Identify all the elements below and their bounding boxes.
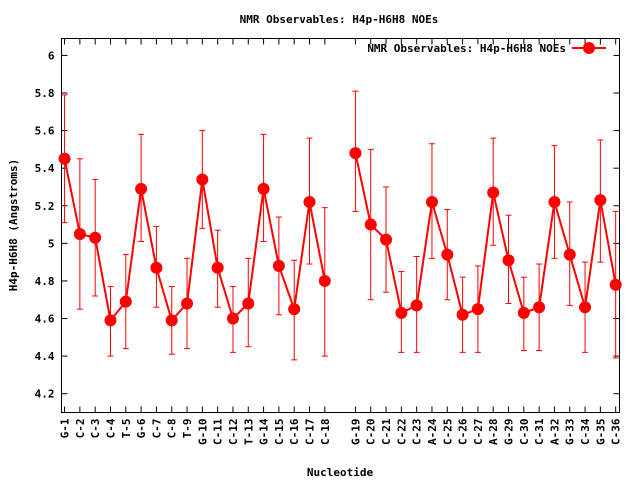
data-point — [441, 248, 454, 261]
data-point — [471, 303, 484, 316]
y-tick-label: 5.4 — [35, 162, 55, 175]
data-point — [119, 295, 132, 308]
x-tick-label: C-4 — [104, 418, 117, 438]
y-axis-label: H4p-H6H8 (Angstroms) — [7, 159, 20, 291]
x-tick-label: C-7 — [150, 419, 163, 439]
data-point — [533, 301, 546, 314]
x-tick-label: C-22 — [395, 419, 408, 446]
data-point — [257, 182, 270, 195]
x-tick-label: T-9 — [181, 419, 194, 439]
data-point — [272, 259, 285, 272]
x-tick-label: C-30 — [518, 419, 531, 446]
x-tick-label: A-24 — [426, 418, 439, 445]
legend: NMR Observables: H4p-H6H8 NOEs — [367, 42, 606, 55]
data-point — [410, 299, 423, 312]
data-point — [135, 182, 148, 195]
y-tick-label: 4.6 — [35, 313, 55, 326]
data-point — [425, 196, 438, 209]
data-point — [303, 196, 316, 209]
data-point — [364, 218, 377, 231]
data-point — [89, 231, 102, 244]
x-ticks: G-1 C-2 C-3 C-4 T-5 G-6 C-7 C-8 T-9 G-10 C-11 C-12 T… — [59, 38, 623, 446]
x-tick-label: G-19 — [349, 419, 362, 446]
x-tick-label: C-21 — [380, 418, 393, 445]
y-tick-label: 5.6 — [35, 125, 55, 138]
data-point — [594, 194, 607, 207]
data-point — [517, 306, 530, 319]
data-point — [502, 254, 515, 267]
x-tick-label: C-26 — [457, 418, 470, 445]
data-point — [181, 297, 194, 310]
data-point — [349, 147, 362, 160]
y-tick-label: 5.2 — [35, 200, 55, 213]
x-tick-label: G-29 — [503, 419, 516, 446]
data-point — [548, 196, 561, 209]
data-point — [196, 173, 209, 186]
series-line — [63, 158, 326, 323]
series — [58, 90, 622, 361]
x-tick-label: A-28 — [487, 419, 500, 446]
x-tick-label: G-35 — [594, 419, 607, 446]
data-point — [58, 152, 71, 165]
x-tick-label: G-33 — [564, 419, 577, 446]
data-point — [579, 301, 592, 314]
data-point — [456, 308, 469, 321]
data-point — [395, 306, 408, 319]
x-tick-label: C-15 — [273, 419, 286, 446]
y-ticks: 4.2 4.4 4.6 4.8 5 5.2 5.4 5.6 5.8 6 — [35, 49, 620, 401]
legend-label: NMR Observables: H4p-H6H8 NOEs — [367, 42, 566, 55]
data-point — [242, 297, 255, 310]
y-tick-label: 5 — [48, 237, 55, 250]
x-tick-label: C-8 — [166, 419, 179, 439]
x-tick-label: G-1 — [59, 418, 72, 438]
data-point — [150, 261, 163, 274]
x-tick-label: C-34 — [579, 418, 592, 445]
legend-marker — [583, 42, 595, 54]
data-point — [563, 248, 576, 261]
data-point — [609, 278, 622, 291]
y-tick-label: 4.8 — [35, 275, 55, 288]
chart-title: NMR Observables: H4p-H6H8 NOEs — [240, 13, 439, 26]
x-tick-label: T-5 — [120, 419, 133, 439]
x-tick-label: C-31 — [533, 418, 546, 445]
series-line — [354, 152, 617, 317]
x-tick-label: C-27 — [472, 419, 485, 446]
y-tick-label: 5.8 — [35, 87, 55, 100]
x-tick-label: C-12 — [227, 419, 240, 446]
x-tick-label: C-2 — [74, 419, 87, 439]
y-tick-label: 6 — [48, 49, 55, 62]
x-tick-label: C-17 — [304, 419, 317, 446]
x-axis-label: Nucleotide — [307, 466, 374, 479]
x-tick-label: C-18 — [319, 419, 332, 446]
x-tick-label: C-11 — [212, 418, 225, 445]
data-point — [487, 186, 500, 199]
x-tick-label: C-23 — [411, 419, 424, 446]
x-tick-label: G-6 — [135, 418, 148, 438]
y-tick-label: 4.4 — [35, 350, 55, 363]
data-point — [380, 233, 393, 246]
x-tick-label: C-25 — [441, 419, 454, 446]
x-tick-label: C-36 — [610, 418, 623, 445]
data-point — [73, 227, 86, 240]
data-point — [226, 312, 239, 325]
x-tick-label: C-16 — [288, 418, 301, 445]
x-tick-label: T-13 — [242, 419, 255, 446]
data-point — [104, 314, 117, 327]
data-point — [318, 274, 331, 287]
data-point — [211, 261, 224, 274]
x-tick-label: C-3 — [89, 419, 102, 439]
y-tick-label: 4.2 — [35, 388, 55, 401]
x-tick-label: C-20 — [365, 419, 378, 446]
data-point — [288, 303, 301, 316]
plot-frame — [61, 38, 620, 413]
x-tick-label: G-14 — [258, 418, 271, 445]
x-tick-label: G-10 — [196, 419, 209, 446]
data-point — [165, 314, 178, 327]
x-tick-label: A-32 — [548, 419, 561, 446]
